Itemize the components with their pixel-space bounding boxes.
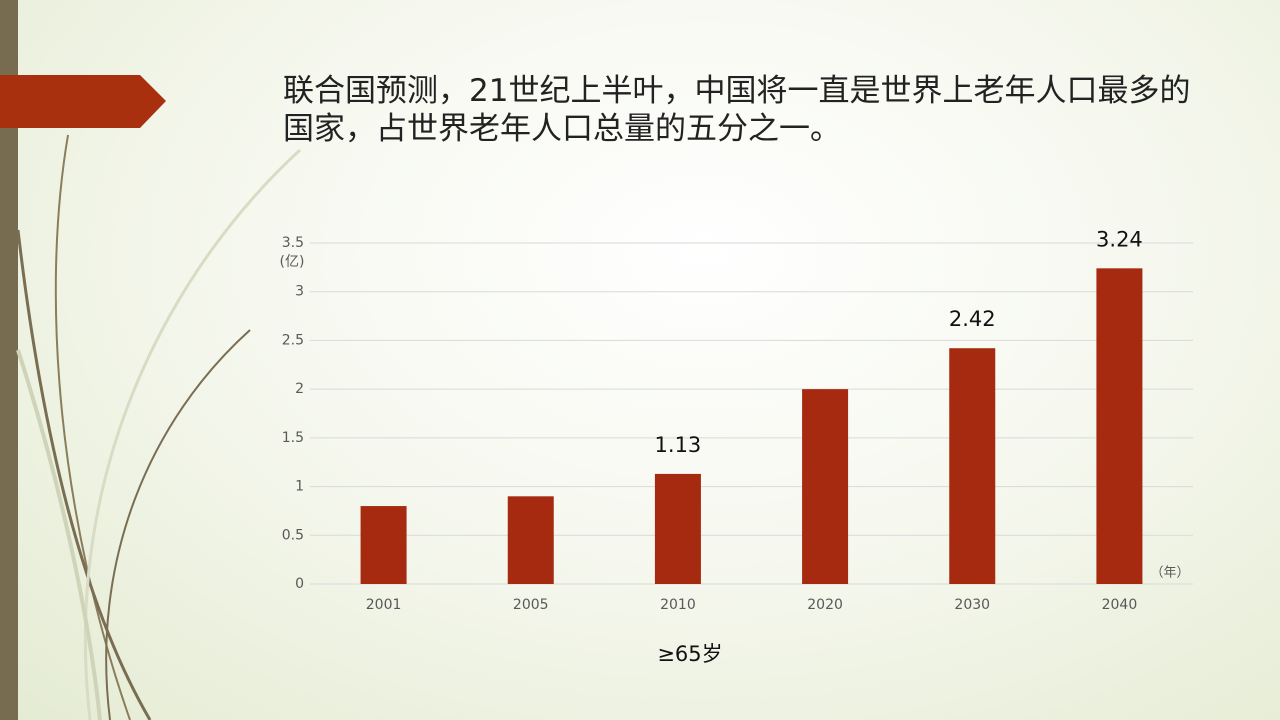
y-tick-label: 3.5 — [282, 235, 304, 251]
data-label: 1.13 — [655, 433, 702, 457]
y-tick-label: 0.5 — [282, 527, 304, 543]
bar — [360, 506, 407, 584]
data-label: 3.24 — [1096, 227, 1143, 251]
x-tick-label: 2005 — [513, 597, 549, 613]
side-bar — [0, 0, 18, 720]
y-axis-label: (亿) — [280, 254, 305, 270]
x-tick-label: 2020 — [807, 597, 843, 613]
x-tick-label: 2040 — [1102, 597, 1138, 613]
bar — [1096, 268, 1143, 584]
x-tick-label: 2001 — [366, 597, 402, 613]
legend-entry: ≥65岁 — [657, 642, 722, 666]
data-label: 2.42 — [949, 307, 996, 331]
y-tick-label: 3 — [295, 284, 304, 300]
y-tick-label: 1.5 — [282, 430, 304, 446]
y-tick-label: 2.5 — [282, 332, 304, 348]
y-tick-label: 0 — [295, 576, 304, 592]
bar — [949, 348, 996, 584]
y-tick-label: 2 — [295, 381, 304, 397]
y-tick-label: 1 — [295, 479, 304, 495]
bar — [507, 496, 554, 584]
bar — [654, 473, 701, 584]
slide-title: 联合国预测，21世纪上半叶，中国将一直是世界上老年人口最多的国家，占世界老年人口… — [283, 73, 1191, 147]
decor-curves — [16, 134, 302, 720]
title-arrow — [0, 75, 166, 128]
x-tick-label: 2030 — [954, 597, 990, 613]
x-axis-label: （年） — [1150, 566, 1189, 581]
bar — [802, 389, 849, 584]
x-tick-label: 2010 — [660, 597, 696, 613]
